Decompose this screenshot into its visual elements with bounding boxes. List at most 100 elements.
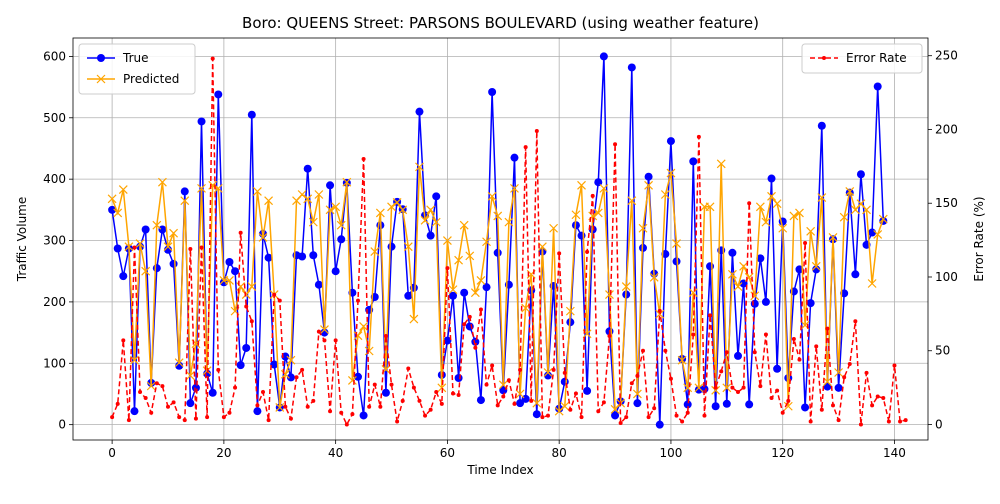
legend-marker-true [97,54,105,62]
data-point-predicted [437,383,447,393]
data-point-error-rate [680,419,685,424]
data-point-predicted [197,183,206,193]
data-point-error-rate [624,415,629,420]
data-point-predicted [705,202,715,212]
data-point-error-rate [188,246,193,251]
data-point-error-rate [741,385,746,390]
data-point-true [141,225,150,234]
data-point-predicted [711,385,721,395]
data-point-predicted [828,233,838,242]
data-point-true [197,117,206,126]
data-point-true [465,322,474,331]
data-point-true [320,328,329,337]
data-point-predicted [593,208,603,218]
data-point-predicted [644,180,654,190]
data-point-true [264,253,273,262]
data-point-true [823,382,832,391]
data-point-predicted [660,190,670,199]
data-point-true [577,231,586,240]
data-point-error-rate [674,413,679,418]
data-point-predicted [130,355,139,365]
data-point-error-rate [110,415,115,420]
series-error-rate [110,56,908,427]
data-point-error-rate [316,329,321,334]
data-point-true [683,400,692,409]
data-point-predicted [839,212,849,222]
data-point-predicted [331,202,341,212]
data-point-predicted [767,191,776,201]
y-tick-label: 400 [43,172,66,186]
data-point-true [734,351,742,360]
data-point-true [750,299,759,308]
data-point-true [773,364,782,373]
data-point-error-rate [780,410,785,415]
data-point-true [611,411,620,420]
data-point-error-rate [814,344,819,349]
data-point-error-rate [367,404,372,409]
data-point-true [443,336,452,345]
data-point-error-rate [255,403,260,408]
data-point-predicted [727,269,737,279]
data-point-predicted [605,290,614,299]
data-point-predicted [632,389,642,399]
data-point-error-rate [283,404,288,409]
data-point-predicted [141,266,151,276]
data-point-true [309,251,318,260]
data-point-error-rate [272,292,277,297]
data-point-error-rate [356,298,360,303]
data-point-predicted [387,202,396,212]
legend-label-true: True [122,51,149,65]
series-predicted [107,159,888,416]
data-point-error-rate [875,394,880,399]
data-point-true [354,372,362,381]
data-point-predicted [135,239,145,249]
y-axis-label: Traffic Volume [15,197,29,283]
data-point-error-rate [300,367,305,372]
data-point-true [873,82,882,91]
data-point-predicted [442,236,452,245]
data-point-predicted [325,205,335,215]
data-point-predicted [415,162,424,172]
data-point-predicted [638,223,648,233]
data-point-predicted [867,279,877,288]
data-point-error-rate [551,367,556,372]
x-tick-label: 100 [659,446,682,460]
data-point-true [672,257,681,266]
data-point-error-rate [132,245,137,250]
x-tick-label: 60 [440,446,455,460]
data-point-true [326,181,335,190]
legend-box [78,43,196,95]
data-point-error-rate [847,362,852,367]
data-point-predicted [146,381,156,391]
data-point-error-rate [350,412,355,417]
data-point-error-rate [819,407,824,412]
data-point-error-rate [562,370,567,375]
data-point-error-rate [182,418,187,423]
data-point-true [488,88,497,97]
data-point-error-rate [529,398,534,403]
data-point-true [314,280,323,289]
data-point-error-rate [115,401,120,406]
axes: 0 20 40 60 80 100 120 140 0 100 200 300 400 500 600 0 50… [43,49,958,460]
data-point-error-rate [892,363,897,368]
data-point-error-rate [629,381,634,386]
data-point-true [303,164,312,173]
legend-left: True Predicted [78,43,196,95]
data-point-predicted [532,398,542,408]
data-point-error-rate [708,313,713,318]
data-point-true [359,411,368,420]
y2-tick-label: 50 [935,344,950,358]
data-point-predicted [375,208,385,218]
data-point-error-rate [261,390,265,395]
data-point-predicted [543,368,553,377]
data-point-error-rate [383,333,388,338]
data-point-predicted [342,177,352,187]
data-point-predicted [336,220,346,230]
data-point-error-rate [339,410,344,415]
legend-right: Error Rate [801,43,923,74]
data-point-true [493,248,502,257]
data-point-error-rate [568,407,573,412]
data-point-error-rate [294,375,299,380]
y-tick-label: 100 [43,356,66,370]
